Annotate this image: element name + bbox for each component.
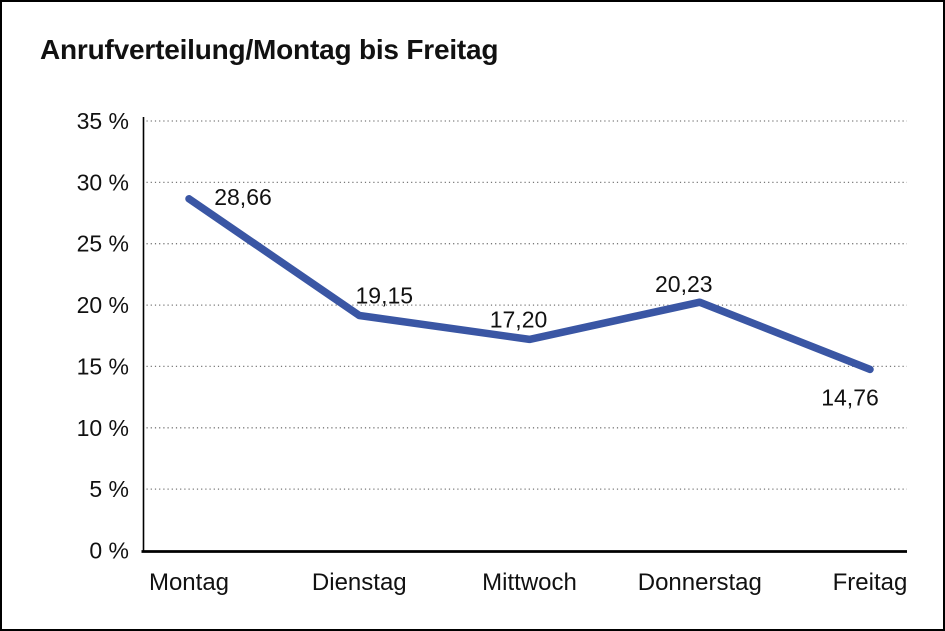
y-tick-label: 35 % — [77, 108, 129, 134]
data-point-label: 28,66 — [214, 184, 272, 210]
y-tick-label: 20 % — [77, 292, 129, 318]
y-tick-label: 15 % — [77, 353, 129, 379]
x-category-label: Donnerstag — [638, 569, 762, 596]
x-category-label: Montag — [149, 569, 229, 596]
y-tick-label: 5 % — [89, 476, 129, 502]
data-point-label: 17,20 — [490, 306, 548, 332]
x-category-label: Freitag — [833, 569, 908, 596]
y-tick-label: 25 % — [77, 231, 129, 257]
x-category-label: Dienstag — [312, 569, 407, 596]
y-tick-label: 10 % — [77, 415, 129, 441]
y-tick-label: 0 % — [89, 538, 129, 564]
data-point-label: 19,15 — [356, 283, 414, 309]
data-point-label: 20,23 — [655, 271, 713, 297]
chart-title: Anrufverteilung/Montag bis Freitag — [40, 34, 499, 65]
data-series-line — [185, 195, 874, 374]
data-point-label: 14,76 — [821, 384, 879, 410]
x-category-label: Mittwoch — [482, 569, 577, 596]
y-tick-label: 30 % — [77, 169, 129, 195]
